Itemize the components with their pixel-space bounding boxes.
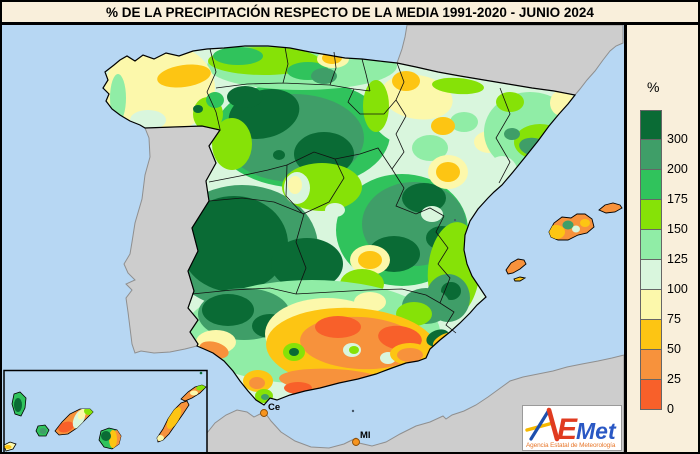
legend-swatch-25 xyxy=(640,350,662,380)
region-borders xyxy=(191,46,511,334)
legend-swatch-75 xyxy=(640,290,662,320)
ceuta-marker xyxy=(260,409,268,417)
legend-tick: 25 xyxy=(667,372,681,386)
legend-swatch-175 xyxy=(640,170,662,200)
canary-islands-inset xyxy=(3,369,208,452)
logo-tagline: Agencia Estatal de Meteorología xyxy=(526,442,616,449)
alboran-islet-dot xyxy=(351,409,355,413)
aemet-logo: E Met xyxy=(525,407,617,446)
aemet-logo-box: E Met Agencia Estatal de Meteorología xyxy=(522,405,622,451)
islet-dot xyxy=(199,371,203,375)
legend-tick: 200 xyxy=(667,162,688,176)
legend-tick: 50 xyxy=(667,342,681,356)
legend-tick: 150 xyxy=(667,222,688,236)
legend-swatch-50 xyxy=(640,320,662,350)
formentera-island xyxy=(513,276,527,282)
map-title: % DE LA PRECIPITACIÓN RESPECTO DE LA MED… xyxy=(106,4,594,20)
legend-color-scale xyxy=(640,110,662,410)
title-bar: % DE LA PRECIPITACIÓN RESPECTO DE LA MED… xyxy=(2,2,698,25)
ceuta-label: Ce xyxy=(268,402,280,413)
legend-swatch-100 xyxy=(640,260,662,290)
columbretes-islet-dot xyxy=(454,219,456,221)
legend-swatch-200 xyxy=(640,140,662,170)
legend-tick: 125 xyxy=(667,252,688,266)
logo-letter-e: E xyxy=(557,413,578,444)
legend-tick: 100 xyxy=(667,282,688,296)
ibiza-island xyxy=(505,258,527,275)
balearic-islands xyxy=(505,202,623,282)
melilla-marker xyxy=(352,438,360,446)
legend-tick: 0 xyxy=(667,402,674,416)
foreign-landmasses xyxy=(123,24,625,452)
legend-tick: 75 xyxy=(667,312,681,326)
legend-unit-label: % xyxy=(647,79,660,95)
legend-tick: 175 xyxy=(667,192,688,206)
legend-swatch-150 xyxy=(640,200,662,230)
legend-swatch-300 xyxy=(640,110,662,140)
logo-a-right-stroke xyxy=(546,407,560,442)
spain-coastline xyxy=(102,45,577,406)
logo-a-left-stroke xyxy=(529,408,551,441)
africa-landmass xyxy=(206,354,625,452)
legend-swatch-125 xyxy=(640,230,662,260)
logo-letters-met: Met xyxy=(576,418,617,444)
legend-panel: % 300 200 175 150 125 100 75 50 25 0 xyxy=(624,25,698,452)
legend-tick: 300 xyxy=(667,132,688,146)
melilla-label: Ml xyxy=(360,430,371,441)
legend-swatch-0 xyxy=(640,380,662,410)
menorca-island xyxy=(598,202,623,214)
city-markers: Ce Ml xyxy=(260,219,456,446)
precipitation-contours xyxy=(105,46,575,403)
